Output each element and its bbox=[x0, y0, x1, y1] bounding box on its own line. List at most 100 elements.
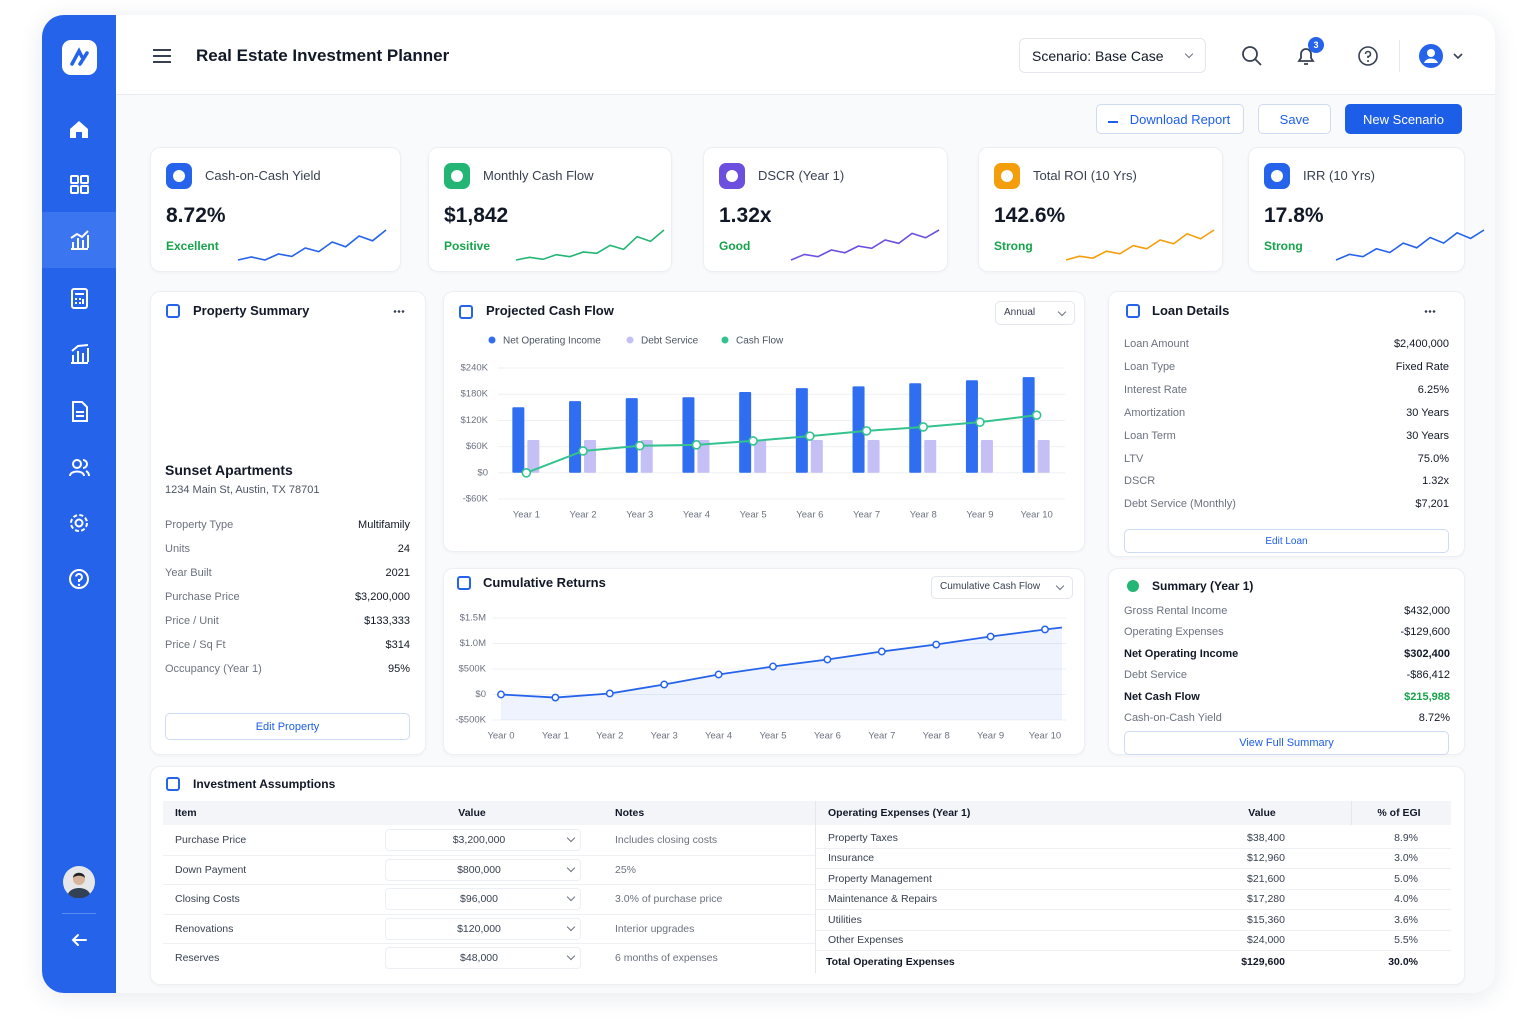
value-input[interactable] bbox=[385, 858, 581, 881]
nav-users[interactable] bbox=[65, 453, 93, 481]
row-value: Fixed Rate bbox=[1395, 360, 1449, 373]
cell: $800,000 bbox=[457, 863, 501, 876]
kpi-icon-glyph bbox=[1271, 170, 1283, 182]
row-value: 6.25% bbox=[1417, 383, 1449, 396]
notification-badge: 3 bbox=[1308, 37, 1324, 53]
cell: $120,000 bbox=[457, 922, 501, 935]
cell: $24,000 bbox=[1247, 934, 1285, 946]
cell: Down Payment bbox=[175, 863, 247, 876]
row-line bbox=[816, 848, 1451, 849]
value-input[interactable] bbox=[385, 829, 581, 851]
cell: 3.6% bbox=[1394, 913, 1418, 926]
account-menu[interactable] bbox=[1418, 43, 1468, 69]
row-value: $314 bbox=[385, 639, 410, 651]
row-label: Net Operating Income bbox=[1124, 647, 1239, 660]
cell: $12,960 bbox=[1247, 852, 1285, 865]
cell: Closing Costs bbox=[175, 893, 240, 905]
metric-label: Cumulative Cash Flow bbox=[940, 581, 1041, 592]
cash-flow-card bbox=[443, 291, 1085, 552]
cell: Reserves bbox=[175, 952, 220, 964]
column-header: Item bbox=[175, 807, 197, 819]
cell: Other Expenses bbox=[828, 934, 904, 946]
row-label: Loan Term bbox=[1124, 429, 1176, 442]
property-icon bbox=[166, 304, 180, 318]
row-line bbox=[163, 913, 815, 915]
row-label: Year Built bbox=[165, 567, 212, 579]
nav-settings[interactable] bbox=[65, 509, 93, 537]
value-input[interactable] bbox=[385, 947, 581, 969]
value-input[interactable] bbox=[385, 917, 581, 940]
row-value: $432,000 bbox=[1404, 605, 1450, 617]
card-title: Investment Assumptions bbox=[193, 777, 336, 791]
action-button[interactable]: Save bbox=[1258, 104, 1331, 134]
nav-dashboard[interactable] bbox=[65, 170, 93, 198]
edit-property-button[interactable]: Edit Property bbox=[165, 713, 410, 740]
kpi-icon-glyph bbox=[726, 170, 738, 182]
cell: $17,280 bbox=[1247, 893, 1285, 906]
row-label: Occupancy (Year 1) bbox=[165, 663, 262, 675]
kpi-value: 8.72% bbox=[166, 204, 226, 227]
column-header: Operating Expenses (Year 1) bbox=[828, 807, 971, 819]
period-select[interactable] bbox=[995, 301, 1075, 325]
header-bar bbox=[116, 15, 1495, 95]
nav-home[interactable] bbox=[65, 115, 93, 143]
notifications-button[interactable] bbox=[1295, 45, 1317, 67]
row-line bbox=[163, 943, 815, 944]
cell: Property Taxes bbox=[828, 832, 898, 844]
view-summary-button[interactable]: View Full Summary bbox=[1124, 731, 1449, 755]
row-line bbox=[816, 950, 1451, 951]
total-cell: Total Operating Expenses bbox=[826, 956, 955, 968]
row-value: $2,400,000 bbox=[1393, 338, 1449, 350]
row-label: Amortization bbox=[1124, 406, 1186, 419]
nav-reports[interactable] bbox=[65, 340, 93, 368]
row-label: Property Type bbox=[165, 519, 234, 531]
row-label: Debt Service (Monthly) bbox=[1124, 498, 1236, 511]
row-value: $7,201 bbox=[1415, 498, 1449, 511]
row-label: Purchase Price bbox=[165, 591, 240, 603]
nav-documents[interactable] bbox=[65, 397, 93, 425]
kpi-status: Good bbox=[719, 239, 751, 253]
user-avatar[interactable] bbox=[63, 866, 95, 898]
header-divider bbox=[1399, 40, 1400, 72]
row-value: 24 bbox=[397, 543, 410, 555]
loan-card bbox=[1108, 291, 1465, 557]
kpi-value: 1.32x bbox=[719, 204, 772, 227]
property-address: 1234 Main St, Austin, TX 78701 bbox=[165, 484, 320, 496]
cell: 5.0% bbox=[1394, 872, 1418, 885]
row-label: LTV bbox=[1124, 452, 1144, 465]
search-button[interactable] bbox=[1241, 45, 1263, 67]
value-input[interactable] bbox=[385, 888, 581, 910]
edit-loan-button[interactable]: Edit Loan bbox=[1124, 529, 1449, 553]
row-value: 8.72% bbox=[1418, 712, 1450, 724]
action-button[interactable]: Download Report bbox=[1096, 104, 1244, 134]
nav-help[interactable] bbox=[65, 565, 93, 593]
row-value: 95% bbox=[387, 663, 410, 675]
row-label: Cash-on-Cash Yield bbox=[1124, 712, 1222, 724]
help-button[interactable] bbox=[1357, 45, 1379, 67]
kpi-icon-glyph bbox=[1001, 170, 1013, 182]
row-line bbox=[816, 929, 1451, 931]
row-value: $215,988 bbox=[1404, 690, 1450, 703]
total-cell: $129,600 bbox=[1241, 956, 1285, 968]
row-value: $133,333 bbox=[364, 615, 410, 627]
logo[interactable] bbox=[62, 40, 97, 75]
row-label: Interest Rate bbox=[1124, 383, 1187, 396]
row-line bbox=[816, 909, 1451, 911]
collapse-sidebar[interactable] bbox=[65, 926, 93, 954]
cell: Purchase Price bbox=[175, 834, 247, 846]
nav-analytics[interactable] bbox=[65, 226, 93, 254]
action-button[interactable]: New Scenario bbox=[1345, 104, 1462, 134]
nav-calculator[interactable] bbox=[65, 284, 93, 312]
more-dots[interactable] bbox=[1424, 310, 1436, 313]
cell: Includes closing costs bbox=[615, 834, 718, 846]
cell: 4.0% bbox=[1394, 893, 1418, 906]
row-value: -$86,412 bbox=[1406, 669, 1450, 682]
cell: 3.0% of purchase price bbox=[615, 893, 723, 905]
scenario-select[interactable] bbox=[1019, 38, 1206, 73]
more-dots[interactable] bbox=[393, 310, 405, 313]
cell: $15,360 bbox=[1247, 913, 1285, 926]
menu-toggle[interactable] bbox=[152, 48, 172, 64]
assumptions-icon bbox=[166, 777, 180, 791]
metric-select[interactable] bbox=[931, 576, 1073, 599]
